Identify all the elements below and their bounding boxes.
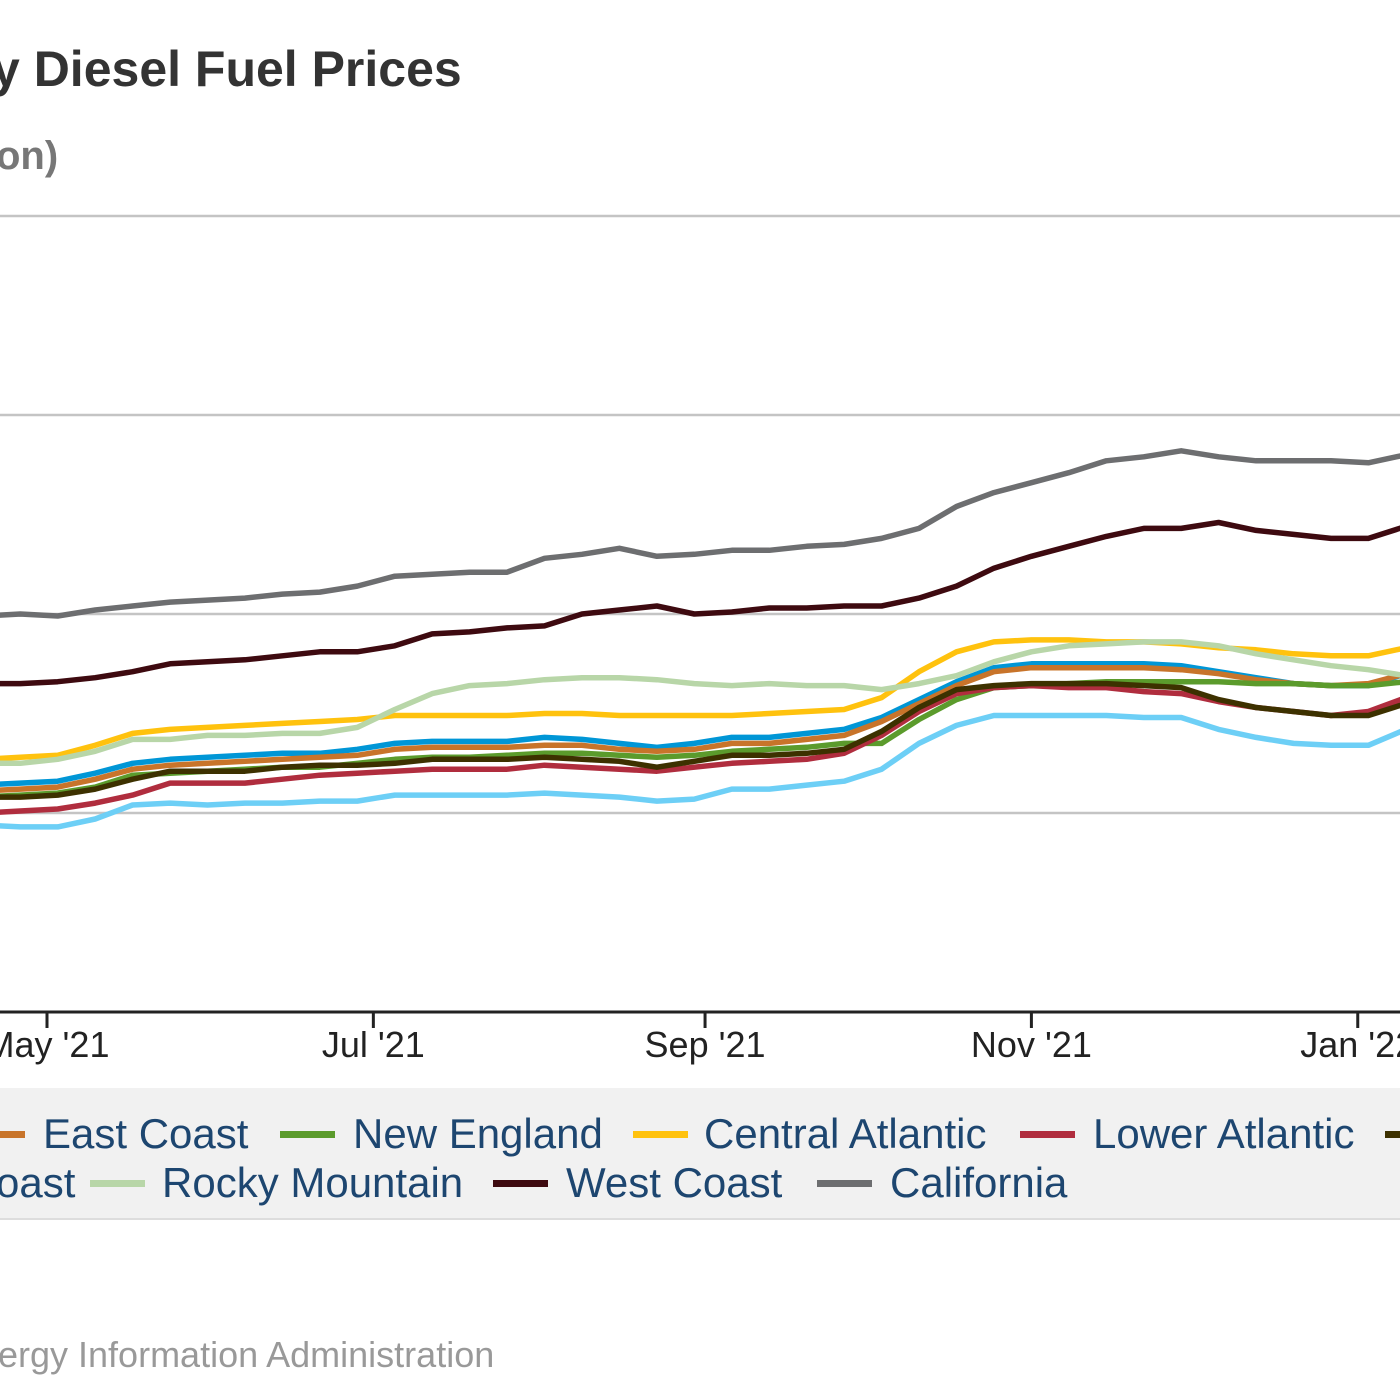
series-line-west-coast (0, 519, 1400, 687)
legend-label-california: California (890, 1159, 1068, 1206)
legend-swatch-east-coast (0, 1131, 25, 1138)
legend-label-east-coast: East Coast (43, 1110, 249, 1157)
legend: East Coast New England Central Atlantic … (0, 1088, 1400, 1220)
series-line-lower-atlantic (0, 682, 1400, 815)
chart-title: y Diesel Fuel Prices (0, 41, 462, 97)
legend-swatch-lower-atlantic (1020, 1131, 1075, 1138)
legend-swatch-midwest (1385, 1131, 1400, 1138)
x-tick-label: Jul '21 (322, 1024, 425, 1065)
series-line-new-england (0, 678, 1400, 799)
legend-swatch-west-coast (493, 1180, 548, 1187)
series-line-oast (0, 712, 1400, 830)
series-line-unlabeled-0 (0, 661, 1400, 787)
legend-swatch-central-atlantic (633, 1131, 688, 1138)
line-chart: May '21 Jul '21 Sep '21 Nov '21 Jan '22 (0, 214, 1400, 1065)
x-tick-label: Sep '21 (645, 1024, 766, 1065)
series-line-rocky-mountain (0, 639, 1400, 767)
legend-label-central-atlantic: Central Atlantic (704, 1110, 987, 1157)
source-note: ergy Information Administration (0, 1334, 495, 1375)
legend-label-rocky-mountain: Rocky Mountain (162, 1159, 464, 1206)
x-tick-label: Jan '22 (1300, 1024, 1400, 1065)
x-tick-label: Nov '21 (971, 1024, 1092, 1065)
x-tick-label: May '21 (0, 1024, 109, 1065)
series-line-east-coast (0, 664, 1400, 793)
chart-subtitle: on) (0, 134, 59, 178)
legend-label-gulf-coast: oast (0, 1159, 76, 1206)
series-line-california (0, 448, 1400, 619)
series-line-unlabeled-5 (0, 680, 1400, 800)
legend-label-new-england: New England (353, 1110, 603, 1157)
legend-label-west-coast: West Coast (566, 1159, 783, 1206)
legend-swatch-california (817, 1180, 872, 1187)
legend-swatch-new-england (280, 1131, 335, 1138)
legend-label-lower-atlantic: Lower Atlantic (1093, 1110, 1355, 1157)
legend-swatch-rocky-mountain (90, 1180, 145, 1187)
